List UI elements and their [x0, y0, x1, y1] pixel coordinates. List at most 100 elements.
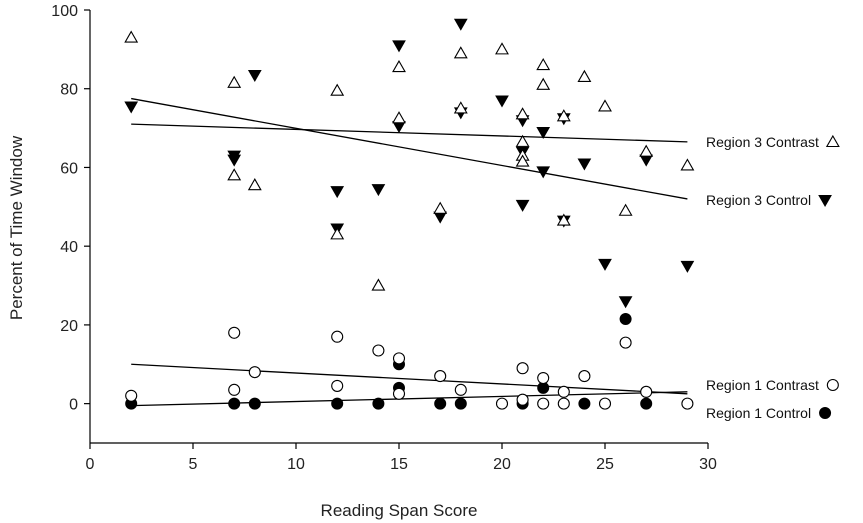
data-point — [392, 387, 406, 400]
data-point — [227, 75, 242, 88]
data-point — [578, 397, 591, 410]
trend-line — [131, 363, 688, 395]
data-point — [330, 83, 345, 96]
data-point — [228, 383, 241, 396]
data-point — [453, 101, 468, 114]
data-point — [495, 42, 509, 55]
y-tick-label: 100 — [51, 3, 78, 20]
data-point — [248, 397, 261, 410]
x-tick-label: 30 — [699, 456, 717, 473]
data-point — [577, 69, 592, 82]
legend-label: Region 1 Control — [706, 405, 811, 421]
x-tick-label: 10 — [287, 456, 305, 473]
x-tick-label: 20 — [493, 456, 511, 473]
data-point — [125, 389, 138, 402]
data-point — [453, 18, 468, 31]
data-point — [331, 397, 344, 410]
data-point — [639, 144, 654, 157]
data-point — [331, 330, 344, 343]
data-point — [453, 46, 468, 59]
legend-marker — [826, 378, 839, 392]
data-point — [536, 166, 551, 179]
data-point — [556, 213, 571, 226]
legend-label: Region 1 Contrast — [706, 377, 819, 393]
data-point — [515, 154, 530, 167]
data-point — [392, 352, 406, 365]
data-point — [228, 326, 241, 339]
data-point — [454, 397, 467, 410]
data-point — [536, 127, 551, 140]
data-point — [557, 397, 570, 410]
legend-marker — [818, 195, 832, 208]
legend-label: Region 3 Contrast — [706, 134, 819, 150]
data-point — [516, 393, 529, 406]
data-point — [331, 379, 344, 392]
trend-line — [131, 97, 688, 200]
data-point — [392, 59, 406, 73]
data-point — [640, 385, 653, 398]
data-point — [618, 203, 633, 216]
data-point — [495, 397, 509, 410]
data-point — [124, 30, 139, 43]
axes: 0 5 10 15 20 25 30 0 20 40 60 80 100 — [51, 3, 717, 473]
legend-marker — [819, 407, 832, 419]
data-point — [619, 313, 632, 326]
data-point — [515, 107, 530, 120]
y-axis-title: Percent of Time Window — [7, 135, 26, 320]
y-tick-label: 60 — [60, 160, 78, 177]
data-point — [372, 397, 385, 410]
data-point — [247, 69, 262, 82]
data-point — [124, 101, 139, 114]
data-point — [556, 109, 571, 122]
x-tick-label: 5 — [189, 456, 198, 473]
data-point — [557, 385, 570, 398]
data-point — [248, 366, 261, 379]
data-point — [433, 201, 448, 214]
data-point — [680, 158, 695, 171]
trend-lines — [131, 97, 688, 407]
data-point — [371, 278, 386, 291]
y-tick-label: 80 — [60, 82, 78, 99]
legend: Region 3 Contrast Region 3 Control Region … — [706, 134, 840, 421]
data-point — [330, 227, 345, 240]
data-point — [515, 134, 530, 147]
data-point — [227, 168, 242, 181]
data-points — [124, 18, 695, 410]
data-point — [578, 370, 591, 383]
data-point — [516, 362, 529, 375]
data-point — [371, 184, 386, 197]
trend-line — [131, 391, 688, 407]
trend-line — [131, 123, 688, 143]
data-point — [392, 111, 406, 124]
x-tick-label: 0 — [86, 456, 95, 473]
data-point — [598, 99, 612, 112]
x-tick-label: 15 — [390, 456, 408, 473]
data-point — [330, 186, 345, 199]
data-point — [392, 40, 406, 53]
data-point — [372, 344, 385, 357]
data-point — [618, 296, 633, 309]
data-point — [536, 58, 551, 71]
data-point — [680, 260, 695, 273]
data-point — [598, 258, 612, 271]
data-point — [247, 178, 262, 191]
x-tick-label: 25 — [596, 456, 614, 473]
legend-label: Region 3 Control — [706, 192, 811, 208]
y-tick-label: 20 — [60, 318, 78, 335]
data-point — [536, 77, 551, 90]
x-axis-title: Reading Span Score — [321, 501, 478, 520]
data-point — [227, 154, 242, 167]
data-point — [434, 370, 447, 383]
data-point — [515, 199, 530, 212]
data-point — [537, 371, 550, 385]
data-point — [434, 397, 447, 410]
data-point — [228, 397, 241, 410]
data-point — [537, 397, 550, 410]
y-tick-label: 0 — [69, 397, 78, 414]
data-point — [598, 397, 612, 410]
data-point — [640, 397, 653, 410]
data-point — [454, 383, 467, 396]
data-point — [495, 95, 509, 108]
data-point — [577, 158, 592, 171]
